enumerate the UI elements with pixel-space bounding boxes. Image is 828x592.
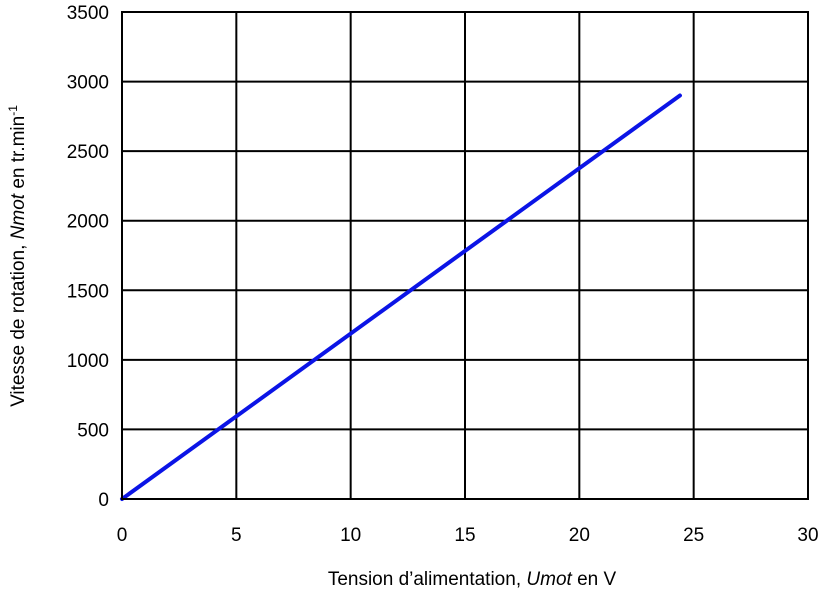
y-tick-label-1: 500 [77, 420, 109, 441]
x-axis-title-variable: Umot [526, 569, 572, 590]
x-axis-title-unit: en V [572, 569, 617, 590]
x-tick-labels: 0 5 10 15 20 25 30 [117, 525, 819, 546]
y-tick-label-5: 2500 [67, 142, 109, 163]
x-tick-label-2: 10 [340, 525, 361, 546]
x-axis-title: Tension d’alimentation, Umot en V [328, 569, 617, 590]
x-tick-label-0: 0 [117, 525, 128, 546]
x-tick-label-6: 30 [797, 525, 818, 546]
plot-frame [121, 11, 809, 500]
y-tick-label-6: 3000 [67, 73, 109, 94]
x-axis-title-pre: Tension d’alimentation, [328, 569, 527, 590]
y-tick-label-0: 0 [98, 490, 109, 511]
y-tick-label-2: 1000 [67, 351, 109, 372]
y-tick-label-4: 2000 [67, 212, 109, 233]
series-layer [120, 93, 682, 501]
y-axis-title-exponent: -1 [6, 105, 20, 116]
y-tick-label-3: 1500 [67, 281, 109, 302]
series-line-0 [120, 93, 682, 501]
y-axis-title-unit: en tr.min [8, 116, 29, 194]
x-tick-label-4: 20 [569, 525, 590, 546]
y-axis-title: Vitesse de rotation, Nmot en tr.min-1 [6, 105, 29, 407]
y-axis-title-variable: Nmot [8, 193, 29, 239]
grid [121, 11, 809, 500]
y-tick-labels: 0 500 1000 1500 2000 2500 3000 3500 [67, 3, 109, 511]
x-tick-label-3: 15 [454, 525, 475, 546]
x-tick-label-5: 25 [683, 525, 704, 546]
y-axis-title-pre: Vitesse de rotation, [8, 239, 29, 407]
x-tick-label-1: 5 [231, 525, 242, 546]
y-tick-label-7: 3500 [67, 3, 109, 24]
